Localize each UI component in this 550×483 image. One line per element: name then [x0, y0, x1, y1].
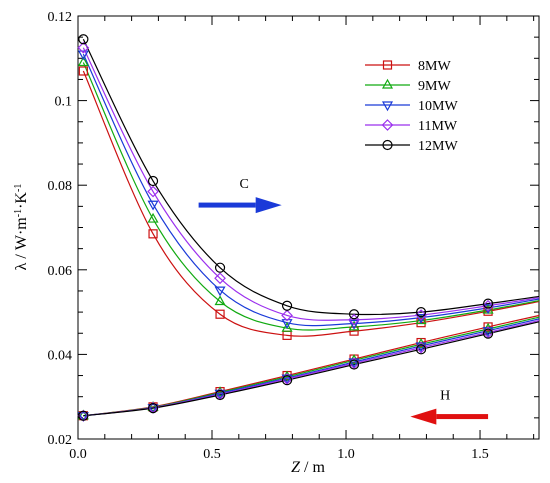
flow-arrow-head-H — [410, 408, 437, 425]
data-point-C-12MW — [78, 34, 89, 45]
x-axis-ticks: 0.0 0.5 1.0 1.5 — [69, 16, 535, 462]
data-point-C-11MW — [415, 309, 427, 321]
data-point-C-9MW — [77, 56, 89, 67]
legend-label-9MW: 9MW — [418, 79, 451, 94]
x-tick-label: 0.5 — [203, 447, 221, 462]
x-tick-label: 1.5 — [471, 447, 489, 462]
data-point-C-9MW — [147, 212, 159, 223]
y-tick-label: 0.02 — [48, 433, 73, 448]
legend-marker-10MW — [381, 101, 394, 112]
legend-marker-11MW — [381, 119, 394, 131]
y-axis-label-mid: ·K — [13, 192, 30, 209]
y-tick-label: 0.06 — [48, 264, 73, 279]
legend-marker-8MW — [382, 60, 393, 70]
legend-label-11MW: 11MW — [418, 119, 458, 134]
x-axis-label: Z / m — [291, 459, 325, 476]
data-point-H-12MW — [78, 410, 89, 421]
data-point-H-10MW — [281, 374, 293, 385]
flow-arrow-shaft-H — [436, 414, 489, 420]
y-tick-label: 0.1 — [55, 95, 73, 110]
x-tick-label: 0.0 — [69, 447, 87, 462]
annotations: CH — [198, 177, 489, 425]
data-point-C-9MW — [348, 320, 360, 331]
data-point-C-10MW — [147, 200, 159, 211]
series-line-C-9MW — [82, 62, 540, 331]
data-point-H-12MW — [214, 389, 226, 401]
data-point-C-12MW — [281, 300, 293, 311]
series-line-H-9MW — [83, 316, 540, 417]
data-point-C-12MW — [214, 262, 226, 273]
legend-label-12MW: 12MW — [418, 139, 458, 154]
data-point-H-10MW — [147, 404, 159, 414]
flow-arrow-shaft-C — [198, 202, 256, 208]
data-point-C-12MW — [348, 309, 360, 320]
data-point-H-12MW — [348, 359, 360, 370]
y-axis-ticks: 0.02 0.04 0.06 0.08 0.1 0.12 — [48, 10, 539, 448]
series-line-C-11MW — [82, 47, 540, 321]
data-point-H-12MW — [281, 375, 293, 386]
flow-arrow-label-H: H — [440, 389, 450, 404]
data-point-C-8MW — [215, 309, 225, 319]
data-point-C-10MW — [214, 286, 226, 297]
flow-arrow-label-C: C — [239, 177, 248, 192]
x-tick-label: 1.0 — [337, 447, 355, 462]
x-axis-unit: / m — [300, 459, 325, 476]
data-point-C-11MW — [281, 309, 293, 322]
data-point-C-11MW — [77, 41, 90, 54]
y-axis-label-base: λ / W·m — [13, 217, 30, 271]
legend-marker-12MW — [382, 139, 393, 151]
data-point-H-10MW — [77, 412, 89, 422]
data-point-C-10MW — [77, 50, 89, 61]
data-point-C-9MW — [281, 321, 293, 332]
legend-label-10MW: 10MW — [418, 99, 458, 114]
legend-label-8MW: 8MW — [418, 59, 451, 74]
data-point-H-9MW — [77, 409, 89, 420]
data-point-C-12MW — [415, 307, 427, 318]
data-point-C-11MW — [147, 185, 159, 198]
data-point-C-12MW — [482, 298, 494, 309]
y-tick-label: 0.04 — [48, 348, 73, 363]
data-point-C-11MW — [214, 272, 226, 285]
y-axis-label-exp1: -1 — [13, 209, 24, 217]
y-tick-label: 0.08 — [48, 179, 73, 194]
legend: 8MW 9MW 10MW 11MW 12MW — [365, 59, 458, 154]
data-point-C-12MW — [147, 175, 159, 187]
data-point-H-9MW — [147, 401, 159, 411]
series-line-C-12MW — [82, 39, 540, 316]
data-point-C-8MW — [349, 326, 359, 336]
series-lines — [82, 39, 540, 417]
legend-marker-9MW — [381, 78, 394, 89]
data-point-C-11MW — [482, 299, 494, 312]
series-markers — [77, 34, 494, 422]
data-point-C-10MW — [348, 319, 360, 330]
data-point-C-8MW — [148, 229, 158, 239]
x-axis-variable: Z — [291, 459, 301, 476]
y-axis-label: λ / W·m-1·K-1 — [13, 184, 31, 271]
data-point-H-12MW — [147, 403, 159, 414]
data-point-C-8MW — [78, 66, 88, 76]
flow-arrow-head-C — [255, 197, 282, 214]
series-line-C-8MW — [82, 70, 540, 337]
data-point-H-12MW — [415, 344, 427, 355]
data-point-C-9MW — [214, 295, 226, 306]
y-axis-label-exp2: -1 — [13, 184, 24, 192]
data-point-H-12MW — [482, 328, 494, 339]
y-tick-label: 0.12 — [48, 10, 73, 25]
